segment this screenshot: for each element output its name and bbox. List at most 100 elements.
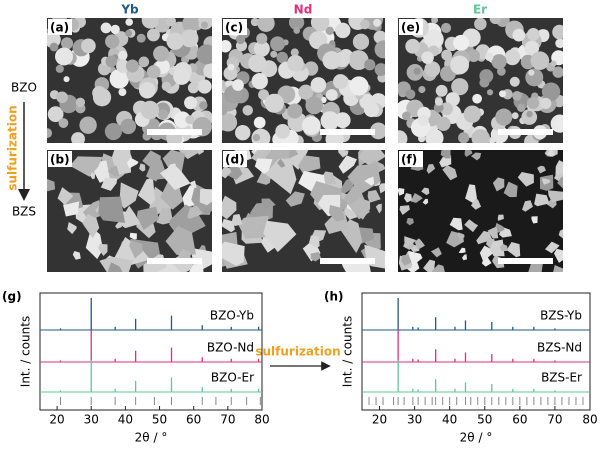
particle <box>105 55 118 68</box>
particle <box>146 28 160 42</box>
x-axis-label: 2θ / ° <box>135 431 168 445</box>
particle <box>141 18 160 29</box>
particle <box>261 198 276 209</box>
x-tick-label: 80 <box>254 413 269 427</box>
transition-label: sulfurization <box>255 345 340 359</box>
particle <box>348 50 369 71</box>
particle <box>288 18 305 30</box>
particle <box>119 182 139 209</box>
particle <box>136 206 159 230</box>
particle <box>99 256 133 272</box>
particle <box>499 90 507 98</box>
particle <box>222 195 237 220</box>
particle <box>157 109 169 120</box>
scale-bar <box>147 129 202 135</box>
particle <box>364 176 375 186</box>
particle <box>56 91 68 104</box>
particle <box>270 36 286 52</box>
particle <box>490 239 505 257</box>
particle <box>125 29 133 37</box>
particle <box>404 236 417 249</box>
particle <box>79 116 97 134</box>
particle <box>417 114 429 127</box>
particle <box>463 105 482 123</box>
particle <box>201 21 209 29</box>
particle <box>160 163 191 191</box>
row-label: BZO <box>11 81 37 95</box>
particle <box>552 66 563 78</box>
particle <box>552 24 563 40</box>
particle <box>153 45 170 62</box>
particle <box>441 49 453 61</box>
panel-label: (d) <box>225 153 245 167</box>
particle <box>451 78 469 96</box>
sem-image: (b) <box>47 150 212 272</box>
particle <box>464 150 473 158</box>
particle <box>105 34 120 49</box>
particle <box>92 88 112 107</box>
particle <box>232 79 244 91</box>
column-label: Yb <box>120 3 139 17</box>
panel-label: (c) <box>225 21 243 35</box>
particle <box>109 69 129 89</box>
particle <box>222 79 226 87</box>
particle <box>445 92 460 107</box>
particle <box>47 106 64 123</box>
particle <box>487 226 499 239</box>
series-label: BZO-Yb <box>210 309 254 323</box>
particle <box>364 59 376 71</box>
particle <box>465 184 478 203</box>
particle <box>421 187 430 196</box>
x-tick-label: 40 <box>442 413 457 427</box>
label-bg <box>399 151 423 167</box>
particle <box>555 160 563 177</box>
particle <box>173 111 191 128</box>
x-tick-label: 70 <box>220 413 235 427</box>
particle <box>423 259 436 272</box>
particle <box>512 90 522 101</box>
particle <box>406 217 414 226</box>
panel-label: (b) <box>50 153 70 167</box>
particle <box>378 183 385 194</box>
particle <box>242 105 253 116</box>
particle <box>526 96 540 110</box>
particles <box>222 18 385 143</box>
particle <box>222 165 232 179</box>
scale-bar <box>320 129 375 135</box>
particle <box>287 103 303 119</box>
particle <box>110 24 120 35</box>
particle <box>187 205 203 219</box>
particle <box>325 89 338 101</box>
particle <box>47 31 61 48</box>
particle <box>290 48 299 57</box>
x-tick-label: 30 <box>407 413 422 427</box>
particle <box>258 89 270 101</box>
particle <box>334 112 351 129</box>
particle <box>107 165 120 177</box>
particle <box>479 77 490 88</box>
particle <box>231 213 243 226</box>
particle <box>431 18 439 24</box>
particle <box>348 198 371 220</box>
particle <box>374 40 385 59</box>
particle <box>340 177 354 196</box>
particle <box>256 33 268 45</box>
particle <box>98 196 125 223</box>
particle <box>63 76 70 83</box>
particle <box>328 204 345 222</box>
particle <box>422 198 429 205</box>
particle <box>413 67 421 75</box>
particle <box>360 19 370 30</box>
particle <box>470 152 482 161</box>
particle <box>107 262 123 272</box>
particle <box>442 165 458 181</box>
particle <box>180 29 199 48</box>
particle <box>257 18 275 32</box>
particle <box>335 22 351 39</box>
particle <box>554 248 563 263</box>
particle <box>69 156 103 177</box>
particle <box>472 93 482 104</box>
x-tick-label: 60 <box>186 413 201 427</box>
particle <box>72 251 81 260</box>
particle <box>431 264 445 272</box>
